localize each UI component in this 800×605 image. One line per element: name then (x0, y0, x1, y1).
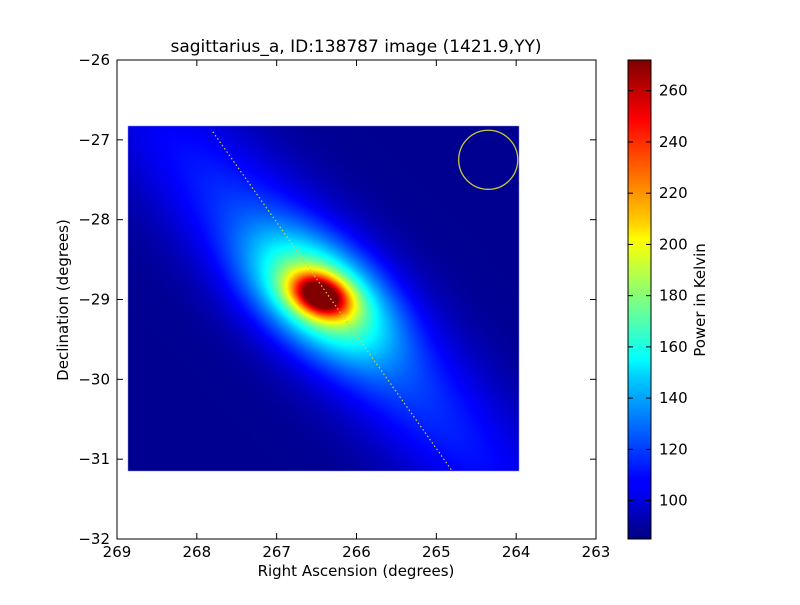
heatmap-image (117, 60, 596, 539)
colorbar-tick-label: 260 (659, 82, 688, 100)
beam-circle (458, 129, 519, 190)
y-tick-label: −26 (78, 51, 110, 69)
colorbar-tick-label: 200 (659, 235, 688, 253)
x-tick-label: 263 (582, 543, 611, 561)
x-tick-label: 269 (103, 543, 132, 561)
y-tick-label: −28 (78, 211, 110, 229)
colorbar (627, 59, 652, 540)
colorbar-tick-label: 140 (659, 389, 688, 407)
x-tick-label: 268 (183, 543, 212, 561)
galactic-plane-line (212, 131, 453, 472)
colorbar-tick-label: 100 (659, 492, 688, 510)
colorbar-tick-label: 120 (659, 440, 688, 458)
y-tick-label: −27 (78, 131, 110, 149)
colorbar-tick-label: 220 (659, 184, 688, 202)
x-axis-label: Right Ascension (degrees) (258, 562, 455, 580)
y-tick-label: −32 (78, 530, 110, 548)
y-tick-label: −29 (78, 291, 110, 309)
colorbar-label: Power in Kelvin (691, 243, 709, 357)
y-axis-label: Declination (degrees) (54, 219, 72, 381)
x-tick-label: 266 (342, 543, 371, 561)
x-tick-label: 264 (502, 543, 531, 561)
y-tick-label: −30 (78, 370, 110, 388)
x-tick-label: 265 (422, 543, 451, 561)
y-tick-label: −31 (78, 450, 110, 468)
colorbar-tick-label: 180 (659, 287, 688, 305)
x-tick-label: 267 (262, 543, 291, 561)
colorbar-tick-label: 160 (659, 338, 688, 356)
chart-title: sagittarius_a, ID:138787 image (1421.9,Y… (170, 37, 541, 57)
colorbar-tick-label: 240 (659, 133, 688, 151)
